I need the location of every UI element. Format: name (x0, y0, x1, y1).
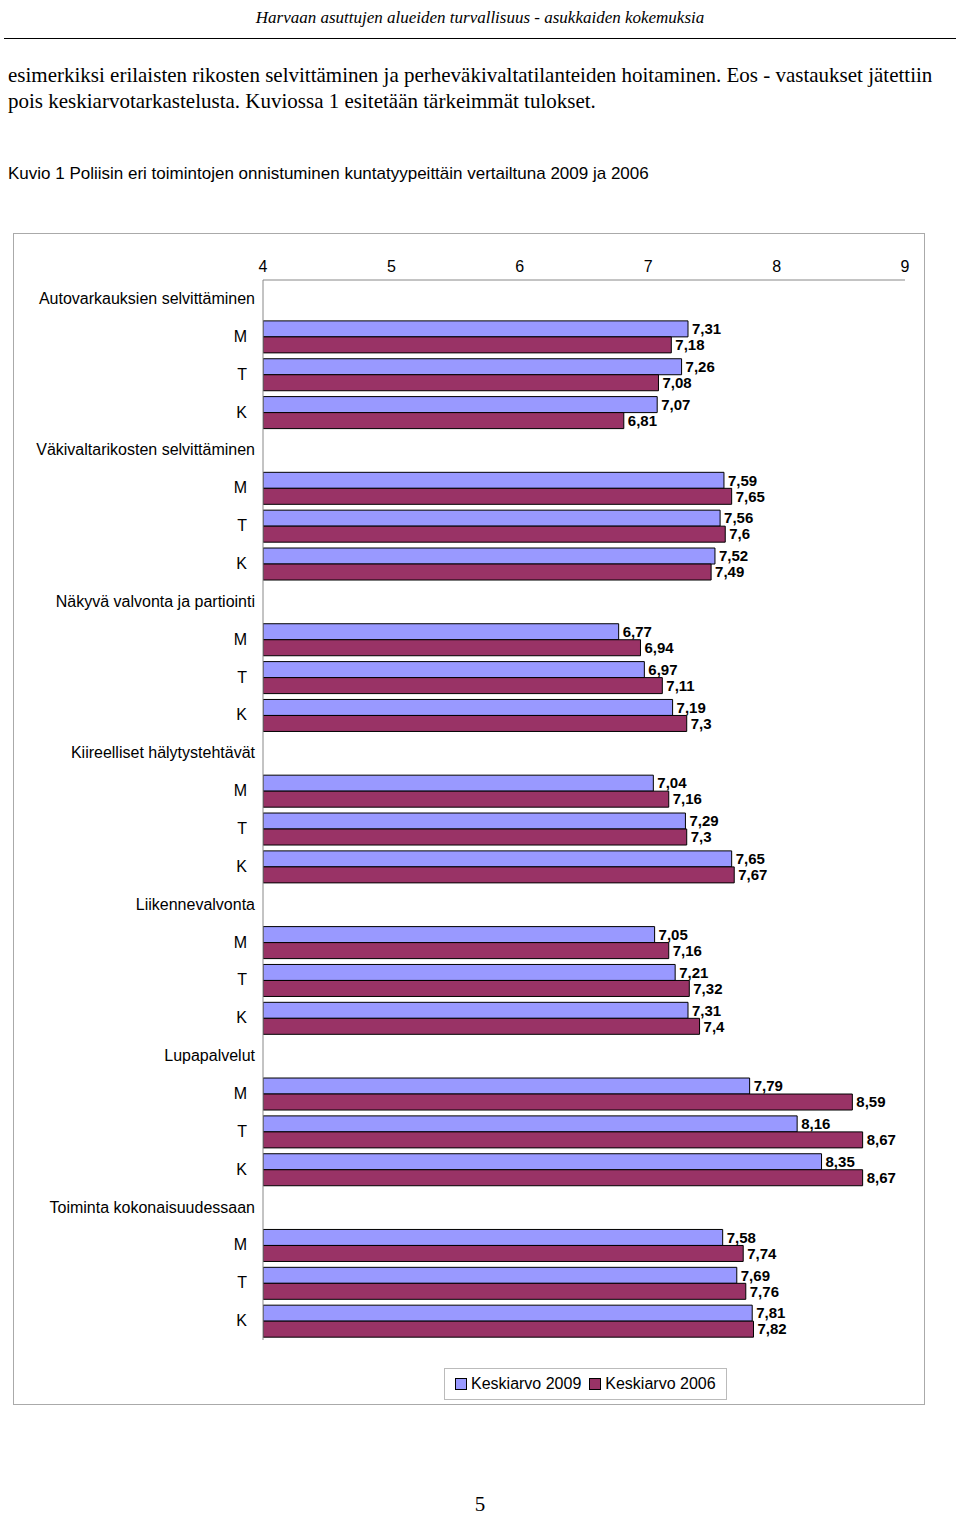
svg-text:K: K (236, 1009, 247, 1026)
svg-text:7,16: 7,16 (673, 942, 702, 959)
html-text:esimerkiksi erilaisten rikoste: esimerkiksi erilaisten rikosten selvittä… (8, 63, 933, 113)
svg-text:7,52: 7,52 (719, 547, 748, 564)
html-text:5: 5 (474, 1492, 486, 1516)
svg-text:7,21: 7,21 (679, 964, 708, 981)
html-text:Kuvio 1 Poliisin eri toimintoj: Kuvio 1 Poliisin eri toimintojen onnistu… (8, 164, 649, 183)
svg-text:M: M (234, 479, 247, 496)
html-text:Keskiarvo 2006: Keskiarvo 2006 (605, 1375, 716, 1392)
svg-text:7,82: 7,82 (757, 1320, 786, 1337)
svg-text:7,18: 7,18 (675, 336, 704, 353)
svg-text:7,81: 7,81 (756, 1304, 785, 1321)
svg-text:8,16: 8,16 (801, 1115, 830, 1132)
svg-text:K: K (236, 1312, 247, 1329)
svg-text:9: 9 (901, 258, 910, 275)
svg-text:M: M (234, 934, 247, 951)
svg-text:7,56: 7,56 (724, 509, 753, 526)
svg-text:6,77: 6,77 (623, 623, 652, 640)
svg-text:7,11: 7,11 (666, 677, 694, 694)
svg-text:K: K (236, 706, 247, 723)
svg-text:7,69: 7,69 (741, 1267, 770, 1284)
svg-text:T: T (237, 669, 247, 686)
svg-text:7,65: 7,65 (736, 488, 765, 505)
svg-text:K: K (236, 555, 247, 572)
svg-text:7,16: 7,16 (673, 790, 702, 807)
svg-text:5: 5 (387, 258, 396, 275)
svg-text:7,49: 7,49 (715, 563, 744, 580)
svg-text:7,04: 7,04 (657, 774, 687, 791)
svg-text:7,07: 7,07 (661, 396, 690, 413)
svg-text:7,59: 7,59 (728, 472, 757, 489)
svg-text:T: T (237, 1274, 247, 1291)
svg-text:7,31: 7,31 (692, 320, 721, 337)
html-text:Harvaan asuttujen alueiden tur: Harvaan asuttujen alueiden turvallisuus … (255, 8, 705, 27)
svg-text:Näkyvä valvonta ja partiointi: Näkyvä valvonta ja partiointi (56, 593, 255, 610)
svg-text:6,94: 6,94 (644, 639, 674, 656)
svg-text:Kiireelliset hälytystehtävät: Kiireelliset hälytystehtävät (71, 744, 256, 761)
svg-text:7,3: 7,3 (691, 828, 712, 845)
svg-text:4: 4 (259, 258, 268, 275)
html-text:Keskiarvo 2009: Keskiarvo 2009 (471, 1375, 582, 1392)
svg-text:7,67: 7,67 (738, 866, 767, 883)
svg-text:T: T (237, 517, 247, 534)
svg-text:Lupapalvelut: Lupapalvelut (164, 1047, 255, 1064)
svg-text:6,81: 6,81 (628, 412, 657, 429)
svg-text:7,26: 7,26 (686, 358, 715, 375)
svg-text:7,05: 7,05 (659, 926, 688, 943)
svg-text:8,67: 8,67 (867, 1169, 896, 1186)
svg-text:M: M (234, 782, 247, 799)
svg-text:K: K (236, 858, 247, 875)
svg-text:8,59: 8,59 (856, 1093, 885, 1110)
svg-text:K: K (236, 404, 247, 421)
svg-text:7,31: 7,31 (692, 1002, 721, 1019)
svg-text:7,76: 7,76 (750, 1283, 779, 1300)
svg-text:7,29: 7,29 (689, 812, 718, 829)
svg-text:T: T (237, 820, 247, 837)
svg-text:K: K (236, 1161, 247, 1178)
svg-text:7,08: 7,08 (662, 374, 691, 391)
svg-text:Autovarkauksien selvittäminen: Autovarkauksien selvittäminen (39, 290, 255, 307)
svg-text:7,3: 7,3 (691, 715, 712, 732)
svg-text:7,4: 7,4 (704, 1018, 726, 1035)
svg-text:Toiminta kokonaisuudessaan: Toiminta kokonaisuudessaan (50, 1199, 255, 1216)
svg-text:7,74: 7,74 (747, 1245, 777, 1262)
svg-text:7,32: 7,32 (693, 980, 722, 997)
svg-text:8: 8 (772, 258, 781, 275)
svg-text:Väkivaltarikosten selvittämine: Väkivaltarikosten selvittäminen (36, 441, 255, 458)
svg-text:6: 6 (515, 258, 524, 275)
svg-text:T: T (237, 366, 247, 383)
svg-text:7,6: 7,6 (729, 525, 750, 542)
svg-text:T: T (237, 1123, 247, 1140)
svg-text:7,19: 7,19 (677, 699, 706, 716)
svg-text:8,35: 8,35 (826, 1153, 855, 1170)
svg-text:T: T (237, 971, 247, 988)
svg-text:7,58: 7,58 (727, 1229, 756, 1246)
svg-text:M: M (234, 328, 247, 345)
svg-text:M: M (234, 1236, 247, 1253)
svg-text:M: M (234, 631, 247, 648)
svg-text:Liikennevalvonta: Liikennevalvonta (136, 896, 255, 913)
svg-text:7: 7 (644, 258, 653, 275)
svg-text:M: M (234, 1085, 247, 1102)
svg-text:7,65: 7,65 (736, 850, 765, 867)
svg-text:7,79: 7,79 (754, 1077, 783, 1094)
svg-text:8,67: 8,67 (867, 1131, 896, 1148)
svg-text:6,97: 6,97 (648, 661, 677, 678)
